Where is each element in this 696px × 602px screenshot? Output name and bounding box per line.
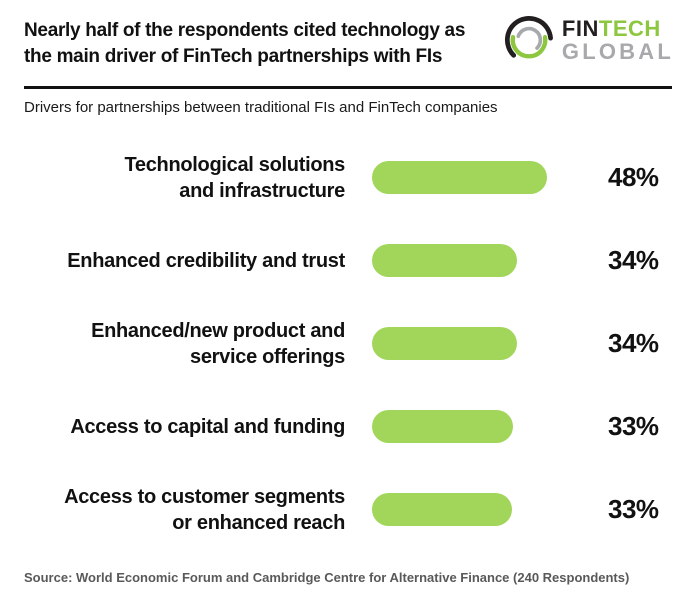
bar [372, 327, 517, 360]
bar-track [372, 244, 608, 277]
category-label: Access to customer segments or enhanced … [64, 485, 345, 534]
bar [372, 244, 517, 277]
value-label: 34% [608, 245, 659, 275]
source-note: Source: World Economic Forum and Cambrid… [24, 570, 630, 585]
value-label: 34% [608, 328, 659, 358]
bar [372, 410, 513, 443]
bar-row: Access to capital and funding 33% [24, 385, 696, 468]
category-label: Enhanced/new product and service offerin… [91, 319, 345, 368]
bar-track [372, 410, 608, 443]
bar-track [372, 161, 608, 194]
bar-row: Enhanced/new product and service offerin… [24, 302, 696, 385]
bar-row: Access to customer segments or enhanced … [24, 468, 696, 551]
value-label: 33% [608, 411, 659, 441]
logo-text-fin: FIN [561, 16, 599, 41]
value-label: 48% [608, 162, 659, 192]
logo-wordmark-line1: FINTECH [562, 17, 674, 40]
logo-wordmark: FINTECH GLOBAL [562, 17, 674, 63]
logo-text-tech: TECH [598, 16, 661, 41]
header-divider [24, 86, 672, 89]
logo-text-global: GLOBAL [561, 39, 674, 64]
value-label: 33% [608, 494, 659, 524]
bar-track [372, 327, 608, 360]
bar-row: Enhanced credibility and trust 34% [24, 219, 696, 302]
category-label: Technological solutions and infrastructu… [124, 153, 345, 202]
chart-subtitle: Drivers for partnerships between traditi… [24, 99, 498, 116]
bar [372, 493, 512, 526]
page-title: Nearly half of the respondents cited tec… [24, 20, 466, 67]
bar-chart: Technological solutions and infrastructu… [24, 136, 696, 551]
bar-row: Technological solutions and infrastructu… [24, 136, 696, 219]
fintech-global-logo-icon [504, 16, 553, 59]
bar [372, 161, 547, 194]
fintech-global-logo: FINTECH GLOBAL [503, 14, 674, 66]
category-label: Enhanced credibility and trust [67, 249, 345, 272]
bar-track [372, 493, 608, 526]
category-label: Access to capital and funding [70, 415, 345, 438]
